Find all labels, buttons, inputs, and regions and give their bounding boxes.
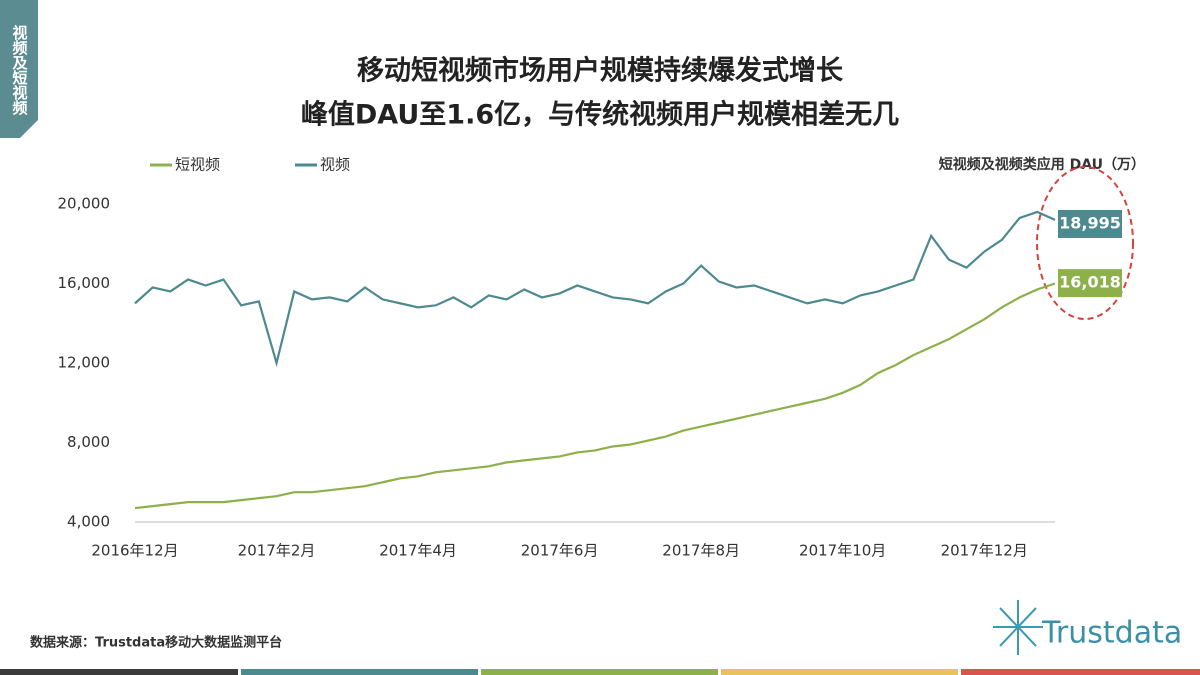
- x-tick-label: 2016年12月: [91, 542, 178, 560]
- end-label: 16,018: [1059, 273, 1121, 292]
- side-tab: 视频及短视频: [11, 24, 29, 116]
- highlight-ellipse: [1036, 166, 1134, 320]
- series-line: [134, 210, 1056, 368]
- stripe: [0, 669, 238, 675]
- end-label-box: [1058, 269, 1122, 298]
- x-tick-label: 2017年10月: [799, 542, 886, 560]
- x-tick-label: 2017年4月: [379, 542, 457, 560]
- end-label: 18,995: [1059, 213, 1121, 232]
- stripe: [721, 669, 958, 675]
- stripe: [481, 669, 718, 675]
- chart-subtitle: 峰值DAU至1.6亿，与传统视频用户规模相差无几: [301, 99, 899, 131]
- end-label-box: [1058, 209, 1122, 238]
- y-axis-title: 短视频及视频类应用 DAU（万）: [939, 156, 1145, 173]
- logo-text: Trustdata: [1041, 616, 1182, 651]
- legend-label: 视频: [320, 156, 350, 174]
- legend-label: 短视频: [175, 156, 220, 174]
- x-tick-label: 2017年12月: [941, 542, 1028, 560]
- side-tab-bg: [0, 0, 38, 138]
- x-tick-label: 2017年6月: [521, 542, 599, 560]
- x-tick-label: 2017年8月: [662, 542, 740, 560]
- stripe: [241, 669, 478, 675]
- y-tick-label: 12,000: [58, 354, 111, 372]
- x-tick-label: 2017年2月: [238, 542, 316, 560]
- stripe: [961, 669, 1200, 675]
- series-line: [134, 282, 1056, 510]
- y-tick-label: 4,000: [67, 513, 110, 531]
- y-tick-label: 20,000: [58, 195, 111, 213]
- chart-title: 移动短视频市场用户规模持续爆发式增长: [357, 55, 844, 87]
- source: 数据来源：Trustdata移动大数据监测平台: [30, 635, 282, 651]
- logo-icon: [993, 600, 1043, 655]
- y-tick-label: 16,000: [58, 274, 111, 292]
- y-tick-label: 8,000: [67, 433, 110, 451]
